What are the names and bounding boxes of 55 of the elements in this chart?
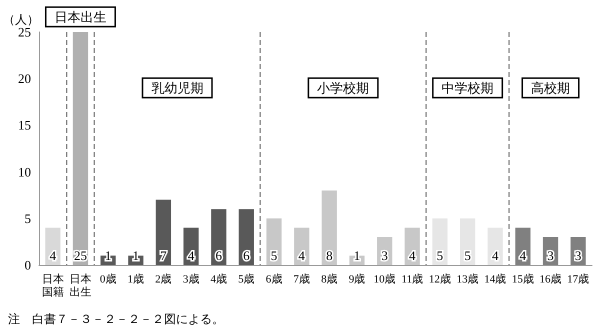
data-label: 4 — [492, 248, 499, 263]
data-label: 1 — [354, 248, 360, 263]
data-label: 4 — [298, 248, 306, 263]
data-label: 4 — [409, 248, 416, 263]
y-tick-label: 10 — [18, 164, 31, 180]
x-tick-label: 3歳 — [182, 272, 200, 286]
x-tick-label: 1歳 — [128, 272, 144, 286]
x-tick-label: 17歳 — [567, 272, 590, 286]
x-tick-label: 14歳 — [484, 272, 506, 286]
annotation: 中学校期 — [442, 80, 494, 96]
y-axis-title: （人） — [3, 12, 39, 27]
data-label: 7 — [160, 248, 168, 263]
y-tick-label: 25 — [18, 24, 31, 40]
x-tick-label: 10歳 — [374, 272, 396, 286]
data-label: 8 — [326, 248, 333, 263]
data-label: 25 — [74, 248, 87, 263]
x-tick-label: 日本出生 — [69, 272, 92, 298]
data-label: 4 — [50, 248, 57, 263]
bar — [72, 32, 88, 265]
annotation: 乳幼児期 — [151, 80, 204, 96]
annotation: 小学校期 — [317, 80, 370, 96]
data-label: 6 — [215, 248, 222, 263]
data-label: 5 — [464, 248, 471, 263]
x-tick-label: 12歳 — [428, 272, 451, 286]
x-tick-label: 0歳 — [100, 272, 116, 286]
data-label: 3 — [547, 248, 554, 263]
x-tick-label: 11歳 — [401, 272, 424, 286]
x-tick-label: 6歳 — [266, 272, 282, 286]
data-label: 5 — [436, 248, 444, 263]
data-label: 5 — [270, 248, 278, 263]
x-tick-label: 5歳 — [238, 272, 255, 286]
data-label: 4 — [520, 248, 527, 263]
x-tick-label: 日本国籍 — [42, 272, 64, 298]
x-tick-label: 2歳 — [155, 272, 172, 286]
data-label: 3 — [574, 248, 582, 263]
y-tick-label: 20 — [18, 71, 31, 86]
x-tick-label: 13歳 — [456, 272, 479, 286]
text: 日本出生 — [54, 9, 106, 24]
x-tick-label: 9歳 — [348, 272, 366, 286]
bar — [156, 200, 172, 265]
y-tick-label: 5 — [24, 210, 31, 226]
data-label: 4 — [188, 248, 195, 263]
y-tick-label: 0 — [24, 258, 31, 272]
x-tick-label: 7歳 — [293, 272, 310, 286]
text: 注 白書７－３－２－２－２図による。 — [8, 312, 224, 326]
x-tick-label: 16歳 — [540, 272, 562, 286]
bar — [322, 190, 337, 265]
y-tick-label: 15 — [18, 118, 31, 133]
x-tick-label: 4歳 — [210, 272, 227, 286]
x-tick-label: 15歳 — [512, 272, 534, 286]
bar — [211, 209, 226, 265]
data-label: 6 — [243, 248, 250, 263]
annotation: 高校期 — [531, 80, 570, 96]
data-label: 3 — [381, 248, 388, 263]
x-tick-label: 8歳 — [321, 272, 338, 286]
